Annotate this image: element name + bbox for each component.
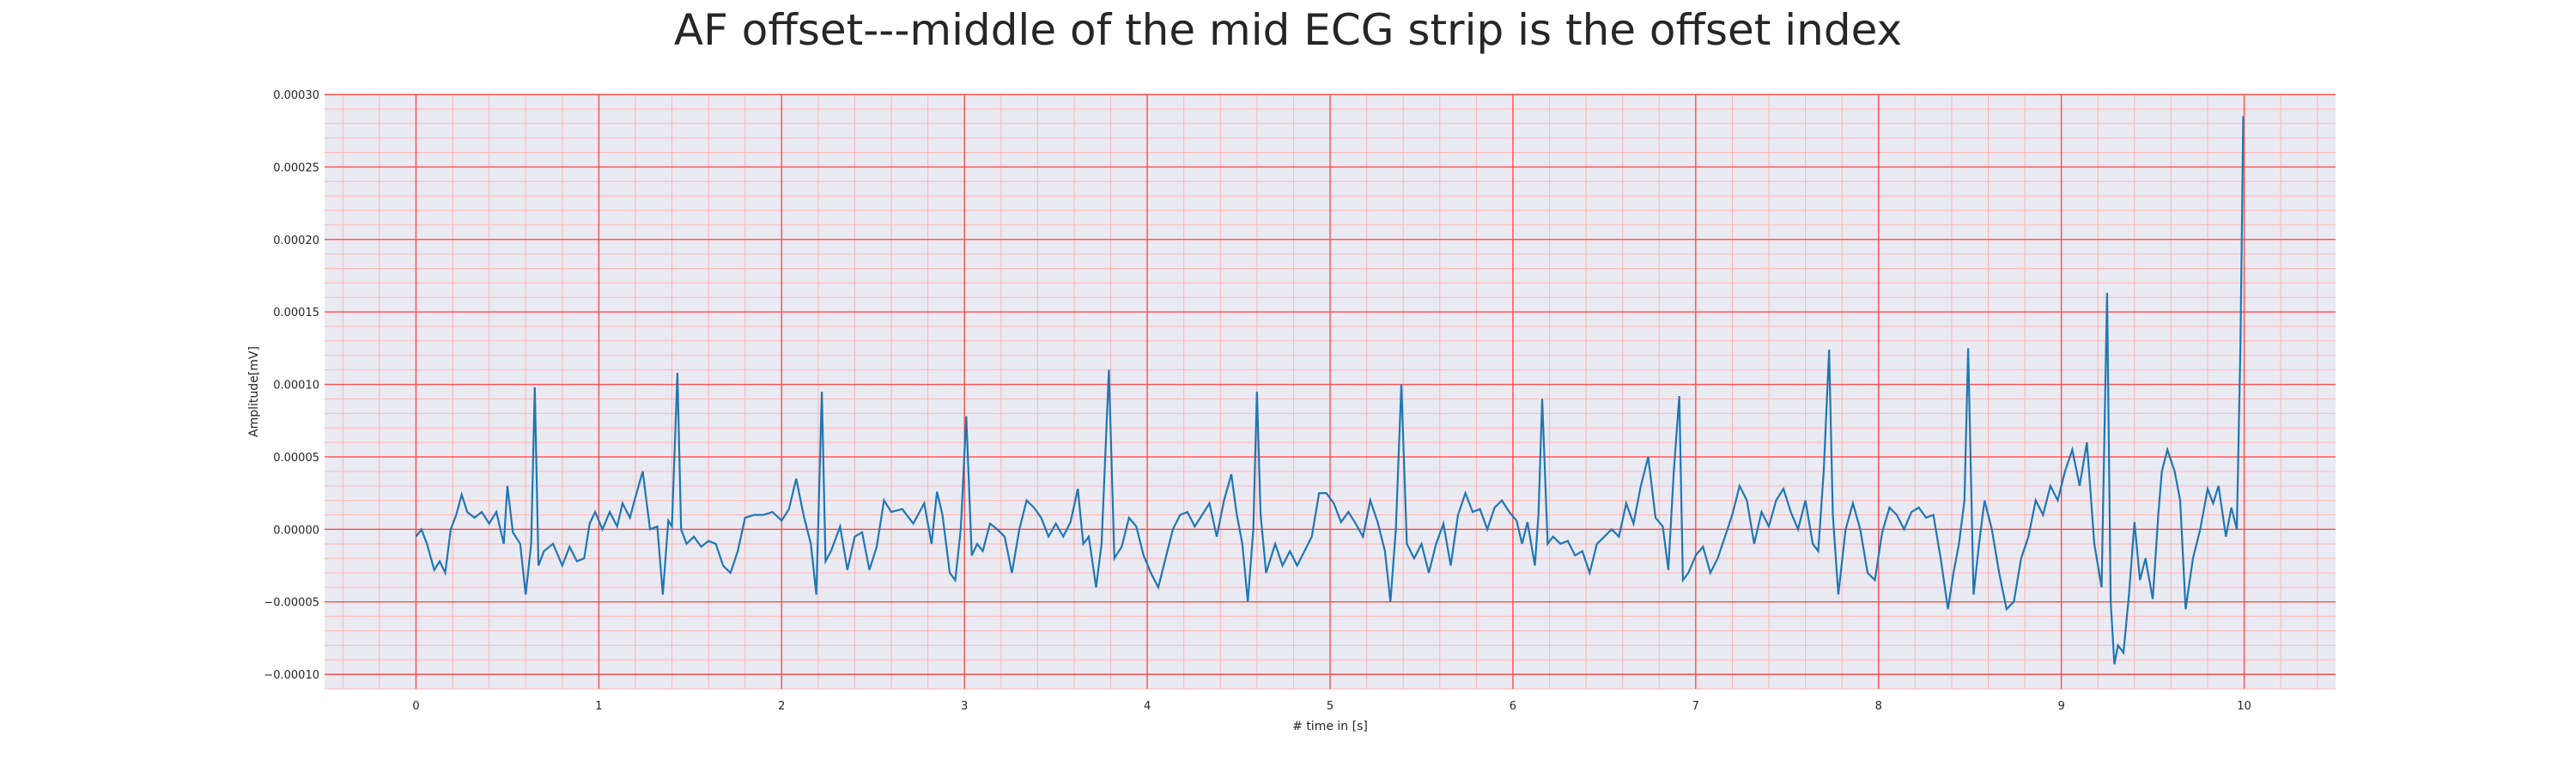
y-tick-label: 0.00010 xyxy=(273,380,319,393)
y-tick-label: −0.00005 xyxy=(264,597,319,610)
x-tick-label: 10 xyxy=(2237,700,2251,713)
x-axis-label: # time in [s] xyxy=(1292,720,1368,733)
y-tick-label: 0.00025 xyxy=(273,161,319,174)
x-tick-label: 6 xyxy=(1510,700,1516,713)
y-tick-label: 0.00030 xyxy=(273,89,319,102)
ecg-series-line xyxy=(415,116,2245,665)
x-tick-label: 8 xyxy=(1875,700,1882,713)
y-tick-label: 0.00015 xyxy=(273,307,319,320)
chart-title: AF offset---middle of the mid ECG strip … xyxy=(673,5,1903,55)
y-axis-label: Amplitude[mV] xyxy=(247,346,261,437)
x-tick-label: 4 xyxy=(1144,700,1151,713)
y-tick-label: 0.00005 xyxy=(273,452,319,465)
y-tick-label: 0.00000 xyxy=(273,524,319,537)
x-tick-label: 5 xyxy=(1327,700,1334,713)
x-tick-label: 2 xyxy=(778,700,785,713)
y-tick-label: 0.00020 xyxy=(273,234,319,247)
x-tick-label: 9 xyxy=(2057,700,2064,713)
y-tick-labels: −0.00010 −0.00005 0.00000 0.00005 0.00010 0.0… xyxy=(264,89,319,682)
x-tick-label: 7 xyxy=(1692,700,1699,713)
y-tick-label: −0.00010 xyxy=(264,669,319,682)
x-tick-label: 1 xyxy=(595,700,602,713)
major-grid xyxy=(325,94,2336,689)
x-tick-labels: 0 1 2 3 4 5 6 7 8 9 10 xyxy=(412,700,2251,713)
x-tick-label: 0 xyxy=(412,700,419,713)
x-tick-label: 3 xyxy=(961,700,968,713)
